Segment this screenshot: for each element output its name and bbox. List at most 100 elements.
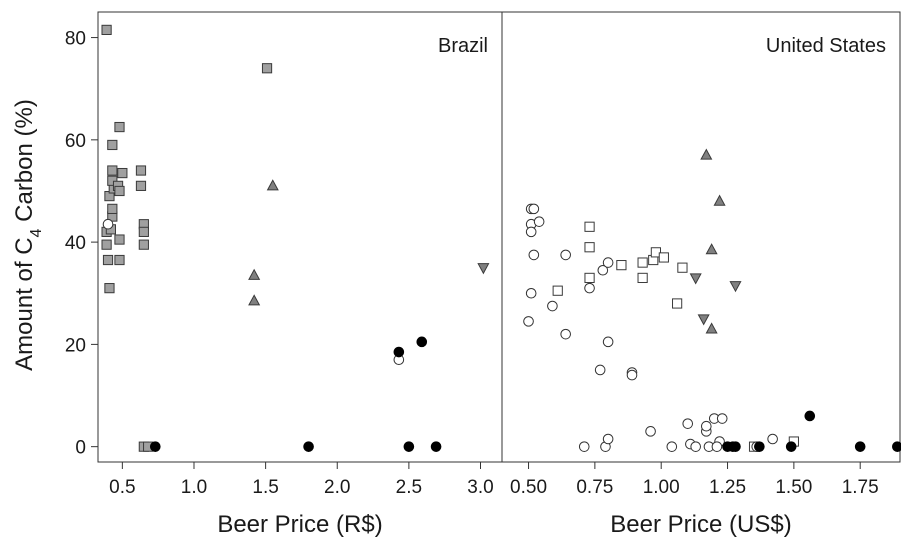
data-point-square: [584, 272, 595, 284]
y-tick-label: 60: [65, 131, 86, 152]
data-point-circle-open: [584, 282, 595, 294]
data-point-square: [658, 252, 669, 263]
data-points: [523, 148, 901, 452]
panel-title: United States: [766, 35, 886, 57]
data-point-square: [107, 139, 118, 151]
panel-brazil: 0.5 1.0 1.5 2.0 2.5 3.0 Beer Price (R$) Brazil: [97, 11, 503, 538]
data-point-circle-filled: [754, 441, 765, 452]
data-point-circle-open: [525, 287, 537, 299]
y-axis-title: Amount of C4 Carbon (%): [11, 99, 45, 371]
data-point-square: [114, 121, 125, 133]
data-point-circle-open: [528, 203, 540, 215]
data-point-circle-filled: [416, 336, 428, 348]
x-tick-label: 1.50: [775, 477, 812, 498]
data-point-circle-open: [578, 441, 590, 452]
data-point-circle-open: [682, 418, 694, 429]
data-point-circle-open: [666, 441, 678, 452]
data-point-circle-filled: [730, 441, 741, 452]
data-point-circle-open: [560, 249, 571, 261]
data-point-circle-open: [716, 413, 728, 424]
data-point-triangle-up: [248, 294, 261, 306]
data-point-triangle-down: [697, 314, 710, 326]
data-point-triangle-up: [248, 268, 261, 280]
data-point-circle-filled: [804, 410, 816, 422]
data-point-square: [114, 185, 125, 197]
ylabel-subscript: 4: [28, 228, 45, 237]
data-point-circle-open: [602, 336, 614, 348]
x-tick-label: 2.5: [396, 477, 422, 498]
data-point-circle-filled: [892, 441, 901, 452]
ylabel-suffix: Carbon (%): [11, 99, 38, 228]
y-tick-label: 20: [65, 335, 86, 356]
data-point-triangle-down: [477, 263, 490, 275]
data-point-circle-open: [547, 300, 558, 312]
data-points: [101, 24, 490, 452]
data-point-square: [672, 298, 683, 309]
data-point-circle-open: [560, 328, 571, 340]
data-point-circle-filled: [393, 346, 405, 358]
data-point-square: [101, 24, 112, 35]
data-point-circle-open: [602, 433, 614, 445]
x-tick-label: 2.0: [324, 477, 350, 498]
data-point-circle-open: [525, 226, 537, 238]
x-tick-label: 0.50: [510, 477, 547, 498]
data-point-circle-open: [645, 426, 656, 437]
data-point-triangle-up: [705, 322, 718, 334]
ylabel-prefix: Amount of C: [11, 237, 38, 370]
data-point-square: [107, 165, 118, 176]
data-point-circle-open: [626, 369, 638, 381]
y-axis: 0 20 40 60 80: [65, 29, 98, 459]
data-point-square: [102, 254, 114, 266]
data-point-circle-open: [523, 316, 534, 327]
data-point-triangle-up: [266, 179, 279, 191]
data-point-triangle-up: [713, 194, 726, 206]
data-point-circle-open: [102, 218, 114, 230]
panel-united-states: 0.50 0.75 1.00 1.25 1.50 1.75 Beer Price (US$)…: [501, 11, 901, 538]
data-point-square: [135, 180, 147, 191]
data-point-circle-open: [533, 216, 545, 227]
data-point-square: [616, 260, 627, 271]
data-point-circle-open: [602, 257, 614, 268]
data-point-square: [637, 272, 648, 284]
panel-frame: [97, 11, 503, 463]
x-tick-label: 1.5: [252, 477, 278, 498]
data-point-triangle-down: [729, 281, 742, 293]
data-point-square: [117, 167, 128, 179]
data-point-square: [584, 242, 595, 253]
data-point-square: [138, 239, 149, 250]
y-tick-label: 0: [75, 438, 86, 459]
data-point-circle-open: [597, 264, 609, 276]
data-point-square: [677, 262, 688, 273]
data-point-circle-filled: [303, 441, 314, 452]
data-point-circle-filled: [854, 441, 866, 452]
data-point-square: [114, 254, 125, 266]
data-point-square: [101, 239, 112, 250]
data-point-square: [107, 203, 118, 214]
data-point-circle-filled: [403, 441, 415, 452]
x-tick-label: 1.00: [643, 477, 680, 498]
y-tick-label: 40: [65, 233, 86, 254]
x-tick-label: 0.75: [576, 477, 613, 498]
data-point-circle-open: [594, 364, 606, 376]
y-tick-label: 80: [65, 29, 86, 50]
data-point-circle-open: [690, 441, 701, 452]
data-point-triangle-up: [705, 243, 718, 255]
data-point-square: [114, 234, 125, 245]
data-point-square: [107, 175, 118, 186]
x-tick-label: 1.25: [709, 477, 746, 498]
data-point-circle-filled: [150, 441, 161, 452]
x-tick-label: 3.0: [467, 477, 493, 498]
panel-frame: [501, 11, 901, 463]
data-point-circle-filled: [785, 441, 797, 452]
data-point-square: [138, 226, 149, 237]
panel-title: Brazil: [438, 35, 488, 57]
data-point-square: [552, 285, 563, 296]
data-point-circle-open: [528, 249, 540, 261]
data-point-triangle-up: [700, 148, 713, 160]
x-axis-title: Beer Price (US$): [610, 511, 791, 538]
x-tick-label: 1.0: [181, 477, 207, 498]
data-point-circle-open: [711, 441, 723, 452]
data-point-square: [104, 283, 115, 294]
